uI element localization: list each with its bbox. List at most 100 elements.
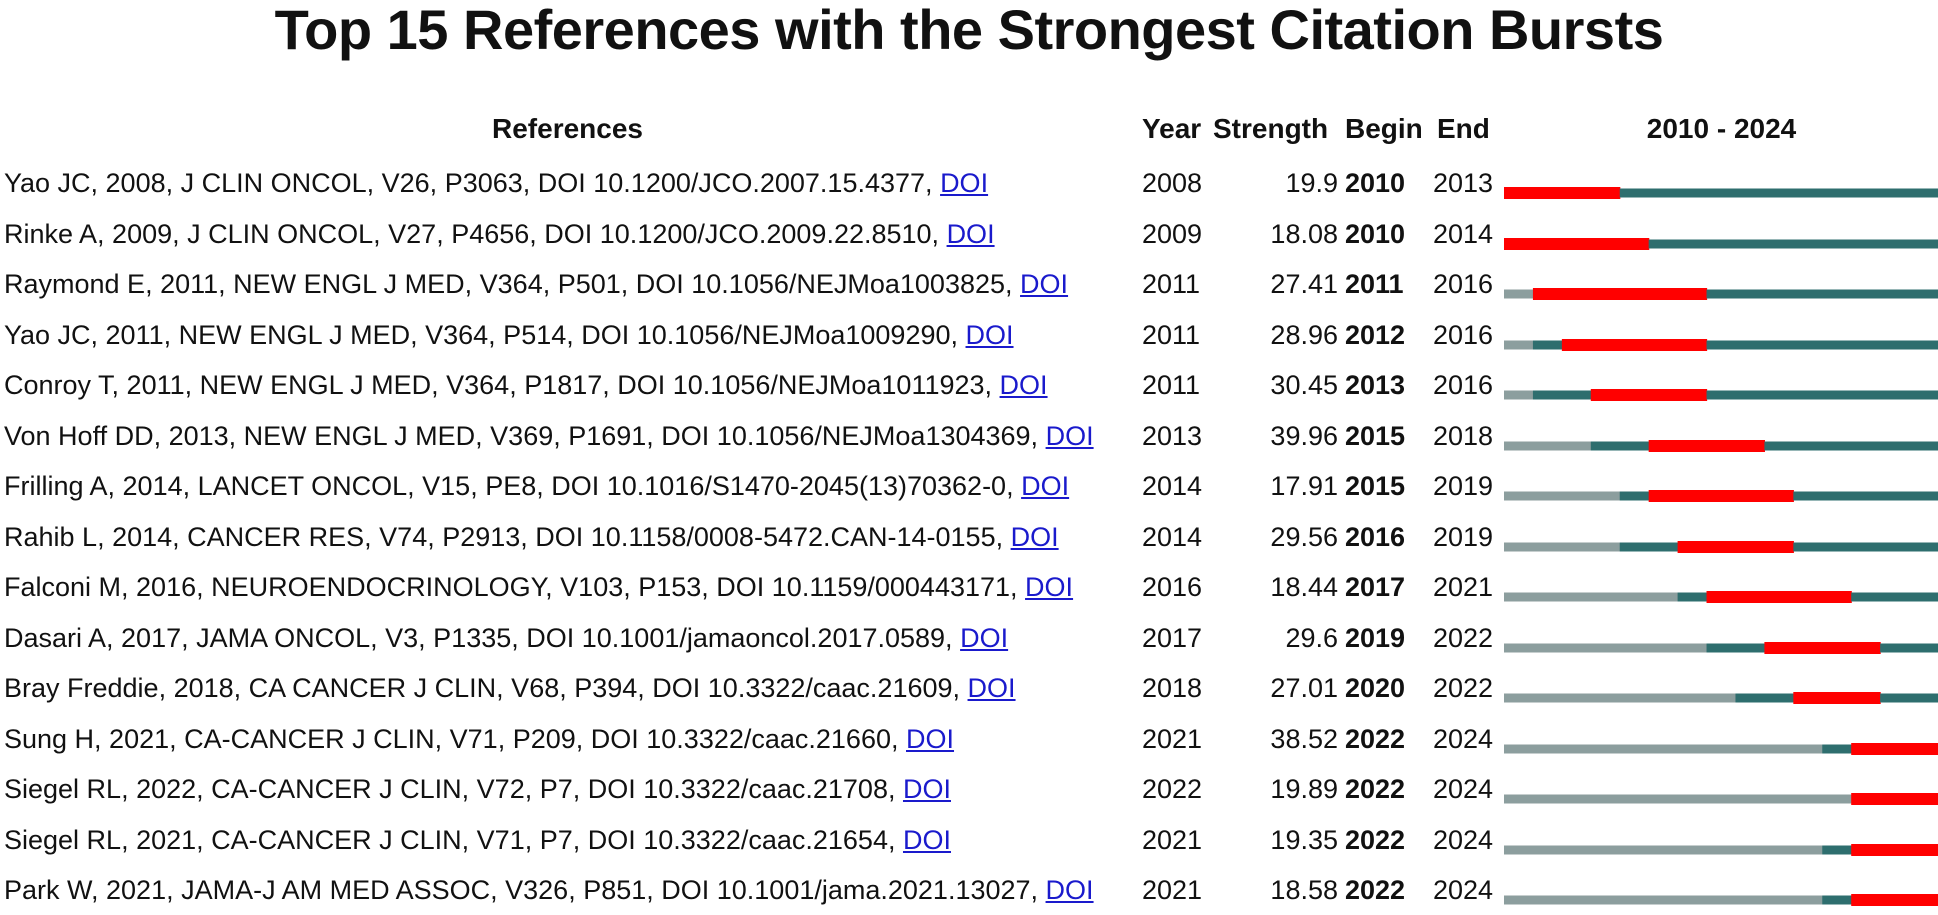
inactive-segment	[1504, 289, 1534, 299]
begin-cell: 2016	[1345, 521, 1406, 552]
active-segment	[1793, 390, 1823, 400]
burst-timeline	[1504, 793, 1938, 805]
inactive-segment	[1532, 643, 1563, 652]
doi-link[interactable]: DOI	[999, 370, 1048, 400]
strength-cell: 18.44	[1270, 572, 1338, 602]
end-cell: 2019	[1433, 471, 1494, 501]
inactive-segment	[1504, 643, 1534, 652]
inactive-segment	[1561, 441, 1592, 450]
end-cell: 2018	[1433, 420, 1494, 451]
inactive-segment	[1735, 895, 1765, 905]
burst-segment	[1706, 591, 1737, 603]
active-segment	[1880, 188, 1910, 198]
end-cell: 2024	[1433, 875, 1494, 905]
doi-link[interactable]: DOI	[967, 673, 1016, 703]
doi-link[interactable]: DOI	[946, 218, 995, 249]
active-segment	[1735, 340, 1765, 349]
inactive-segment	[1793, 845, 1823, 854]
reference-cell: Siegel RL, 2022, CA-CANCER J CLIN, V72, …	[4, 770, 1140, 808]
active-segment	[1822, 895, 1852, 905]
burst-segment	[1532, 187, 1563, 199]
doi-link[interactable]: DOI	[1045, 875, 1094, 905]
doi-link[interactable]: DOI	[906, 723, 955, 754]
reference-text: Siegel RL, 2022, CA-CANCER J CLIN, V72, …	[4, 774, 896, 804]
inactive-segment	[1561, 895, 1592, 905]
end-cell: 2024	[1433, 824, 1494, 855]
burst-segment	[1561, 338, 1592, 351]
year-cell: 2021	[1142, 723, 1203, 754]
inactive-segment	[1764, 895, 1794, 905]
doi-link[interactable]: DOI	[1025, 572, 1074, 602]
burst-segment	[1793, 641, 1823, 654]
doi-link[interactable]: DOI	[1010, 521, 1059, 552]
doi-link[interactable]: DOI	[960, 622, 1009, 653]
active-segment	[1764, 441, 1794, 450]
reference-cell: Dasari A, 2017, JAMA ONCOL, V3, P1335, D…	[4, 619, 1140, 657]
doi-link[interactable]: DOI	[1045, 420, 1094, 451]
doi-link[interactable]: DOI	[940, 168, 989, 198]
inactive-segment	[1532, 491, 1563, 501]
active-segment	[1822, 845, 1852, 854]
burst-segment	[1532, 288, 1563, 300]
active-segment	[1706, 239, 1737, 248]
active-segment	[1706, 289, 1737, 299]
doi-link[interactable]: DOI	[965, 319, 1014, 350]
burst-segment	[1677, 288, 1708, 300]
burst-segment	[1764, 540, 1794, 553]
active-segment	[1735, 188, 1765, 198]
active-segment	[1561, 390, 1592, 400]
burst-segment	[1619, 389, 1650, 401]
inactive-segment	[1590, 491, 1621, 501]
inactive-segment	[1561, 693, 1592, 703]
active-segment	[1909, 693, 1938, 703]
active-segment	[1909, 239, 1938, 248]
doi-link[interactable]: DOI	[1021, 471, 1070, 501]
header-time-range: 2010 - 2024	[1646, 113, 1797, 144]
begin-cell: 2022	[1345, 723, 1406, 754]
year-cell: 2009	[1142, 218, 1203, 249]
burst-timeline	[1504, 843, 1938, 856]
year-cell: 2011	[1142, 370, 1201, 400]
begin-cell: 2020	[1345, 673, 1406, 703]
burst-segment	[1851, 742, 1881, 755]
doi-link[interactable]: DOI	[902, 774, 951, 804]
active-segment	[1822, 441, 1852, 450]
inactive-segment	[1532, 441, 1563, 450]
active-segment	[1880, 239, 1910, 248]
active-segment	[1793, 441, 1823, 450]
inactive-segment	[1706, 845, 1737, 854]
burst-segment	[1677, 540, 1708, 553]
doi-link[interactable]: DOI	[1020, 269, 1069, 299]
inactive-segment	[1504, 340, 1534, 349]
active-segment	[1590, 441, 1621, 450]
end-cell: 2014	[1433, 218, 1494, 249]
inactive-segment	[1764, 845, 1794, 854]
header-strength: Strength	[1213, 113, 1329, 144]
burst-segment	[1590, 237, 1621, 250]
burst-segment	[1851, 894, 1881, 906]
burst-segment	[1590, 338, 1621, 351]
active-segment	[1648, 239, 1679, 248]
burst-segment	[1880, 793, 1910, 805]
active-segment	[1532, 390, 1563, 400]
inactive-segment	[1504, 693, 1534, 703]
active-segment	[1532, 340, 1563, 349]
burst-segment	[1851, 843, 1881, 856]
burst-timeline	[1504, 187, 1938, 199]
burst-segment	[1619, 288, 1650, 300]
burst-timeline	[1504, 389, 1938, 401]
begin-cell: 2011	[1345, 269, 1404, 299]
begin-cell: 2015	[1345, 471, 1406, 501]
header-end: End	[1437, 113, 1490, 144]
burst-segment	[1735, 591, 1765, 603]
active-segment	[1822, 340, 1852, 349]
burst-segment	[1590, 187, 1621, 199]
inactive-segment	[1619, 794, 1650, 804]
burst-segment	[1735, 439, 1765, 452]
active-segment	[1619, 491, 1650, 501]
inactive-segment	[1619, 592, 1650, 602]
burst-timeline	[1504, 338, 1938, 351]
inactive-segment	[1706, 744, 1737, 753]
doi-link[interactable]: DOI	[902, 824, 951, 855]
burst-segment	[1851, 692, 1881, 704]
